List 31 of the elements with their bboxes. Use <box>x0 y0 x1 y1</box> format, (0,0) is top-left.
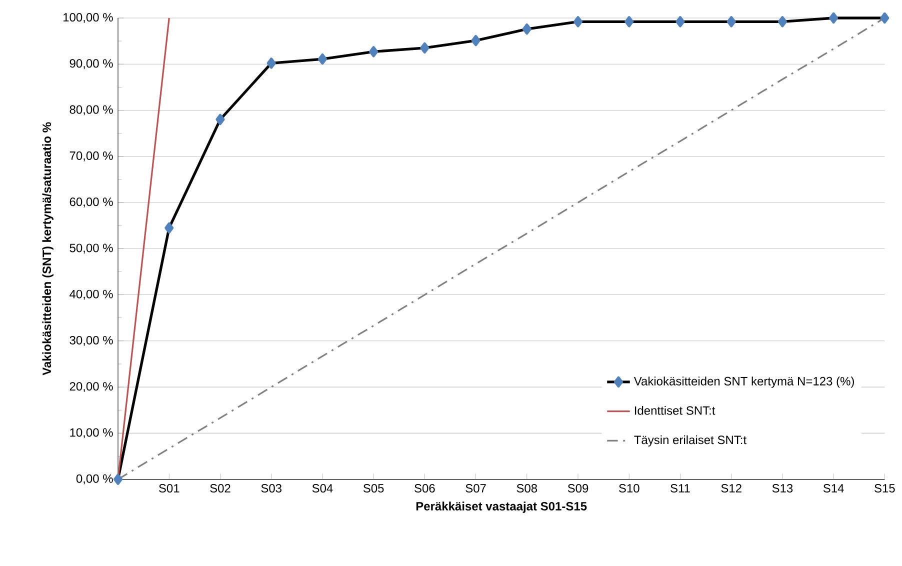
legend-label: Identtiset SNT:t <box>634 406 716 415</box>
y-tick-label: 30,00 % <box>70 336 113 346</box>
y-tick-label: 50,00 % <box>70 244 113 254</box>
y-tick-label: 70,00 % <box>70 151 113 162</box>
y-tick-label: 60,00 % <box>70 198 113 208</box>
y-tick-label: 90,00 % <box>70 59 113 70</box>
x-tick-label: S13 <box>772 484 793 493</box>
x-tick-label: S14 <box>823 484 844 493</box>
x-tick-label: S06 <box>414 484 435 493</box>
legend-label: Vakiokäsitteiden SNT kertymä N=123 (%) <box>634 376 854 388</box>
x-tick-label: S12 <box>721 484 742 493</box>
x-tick-label: S07 <box>466 484 486 493</box>
x-tick-label: S04 <box>312 484 333 493</box>
y-tick-label: 80,00 % <box>70 105 113 116</box>
y-axis-title: Vakiokäsitteiden (SNT) kertymä/saturaatio % <box>42 122 54 376</box>
x-tick-label: S01 <box>158 484 180 493</box>
y-tick-label: 20,00 % <box>70 382 113 392</box>
x-tick-label: S10 <box>618 484 640 493</box>
x-tick-label: S03 <box>261 484 282 493</box>
y-tick-label: 40,00 % <box>70 290 113 300</box>
x-axis-title: Peräkkäiset vastaajat S01-S15 <box>416 502 587 513</box>
y-tick-label: 0,00 % <box>76 474 113 484</box>
x-tick-label: S15 <box>874 484 895 493</box>
x-tick-label: S02 <box>210 484 230 493</box>
x-tick-label: S09 <box>568 484 588 493</box>
y-tick-label: 100,00 % <box>64 13 113 23</box>
x-tick-label: S08 <box>516 484 538 493</box>
legend-label: Täysin erilaiset SNT:t <box>634 435 746 447</box>
x-tick-label: S11 <box>670 484 690 493</box>
x-tick-label: S05 <box>363 484 384 493</box>
y-tick-label: 10,00 % <box>70 428 113 438</box>
